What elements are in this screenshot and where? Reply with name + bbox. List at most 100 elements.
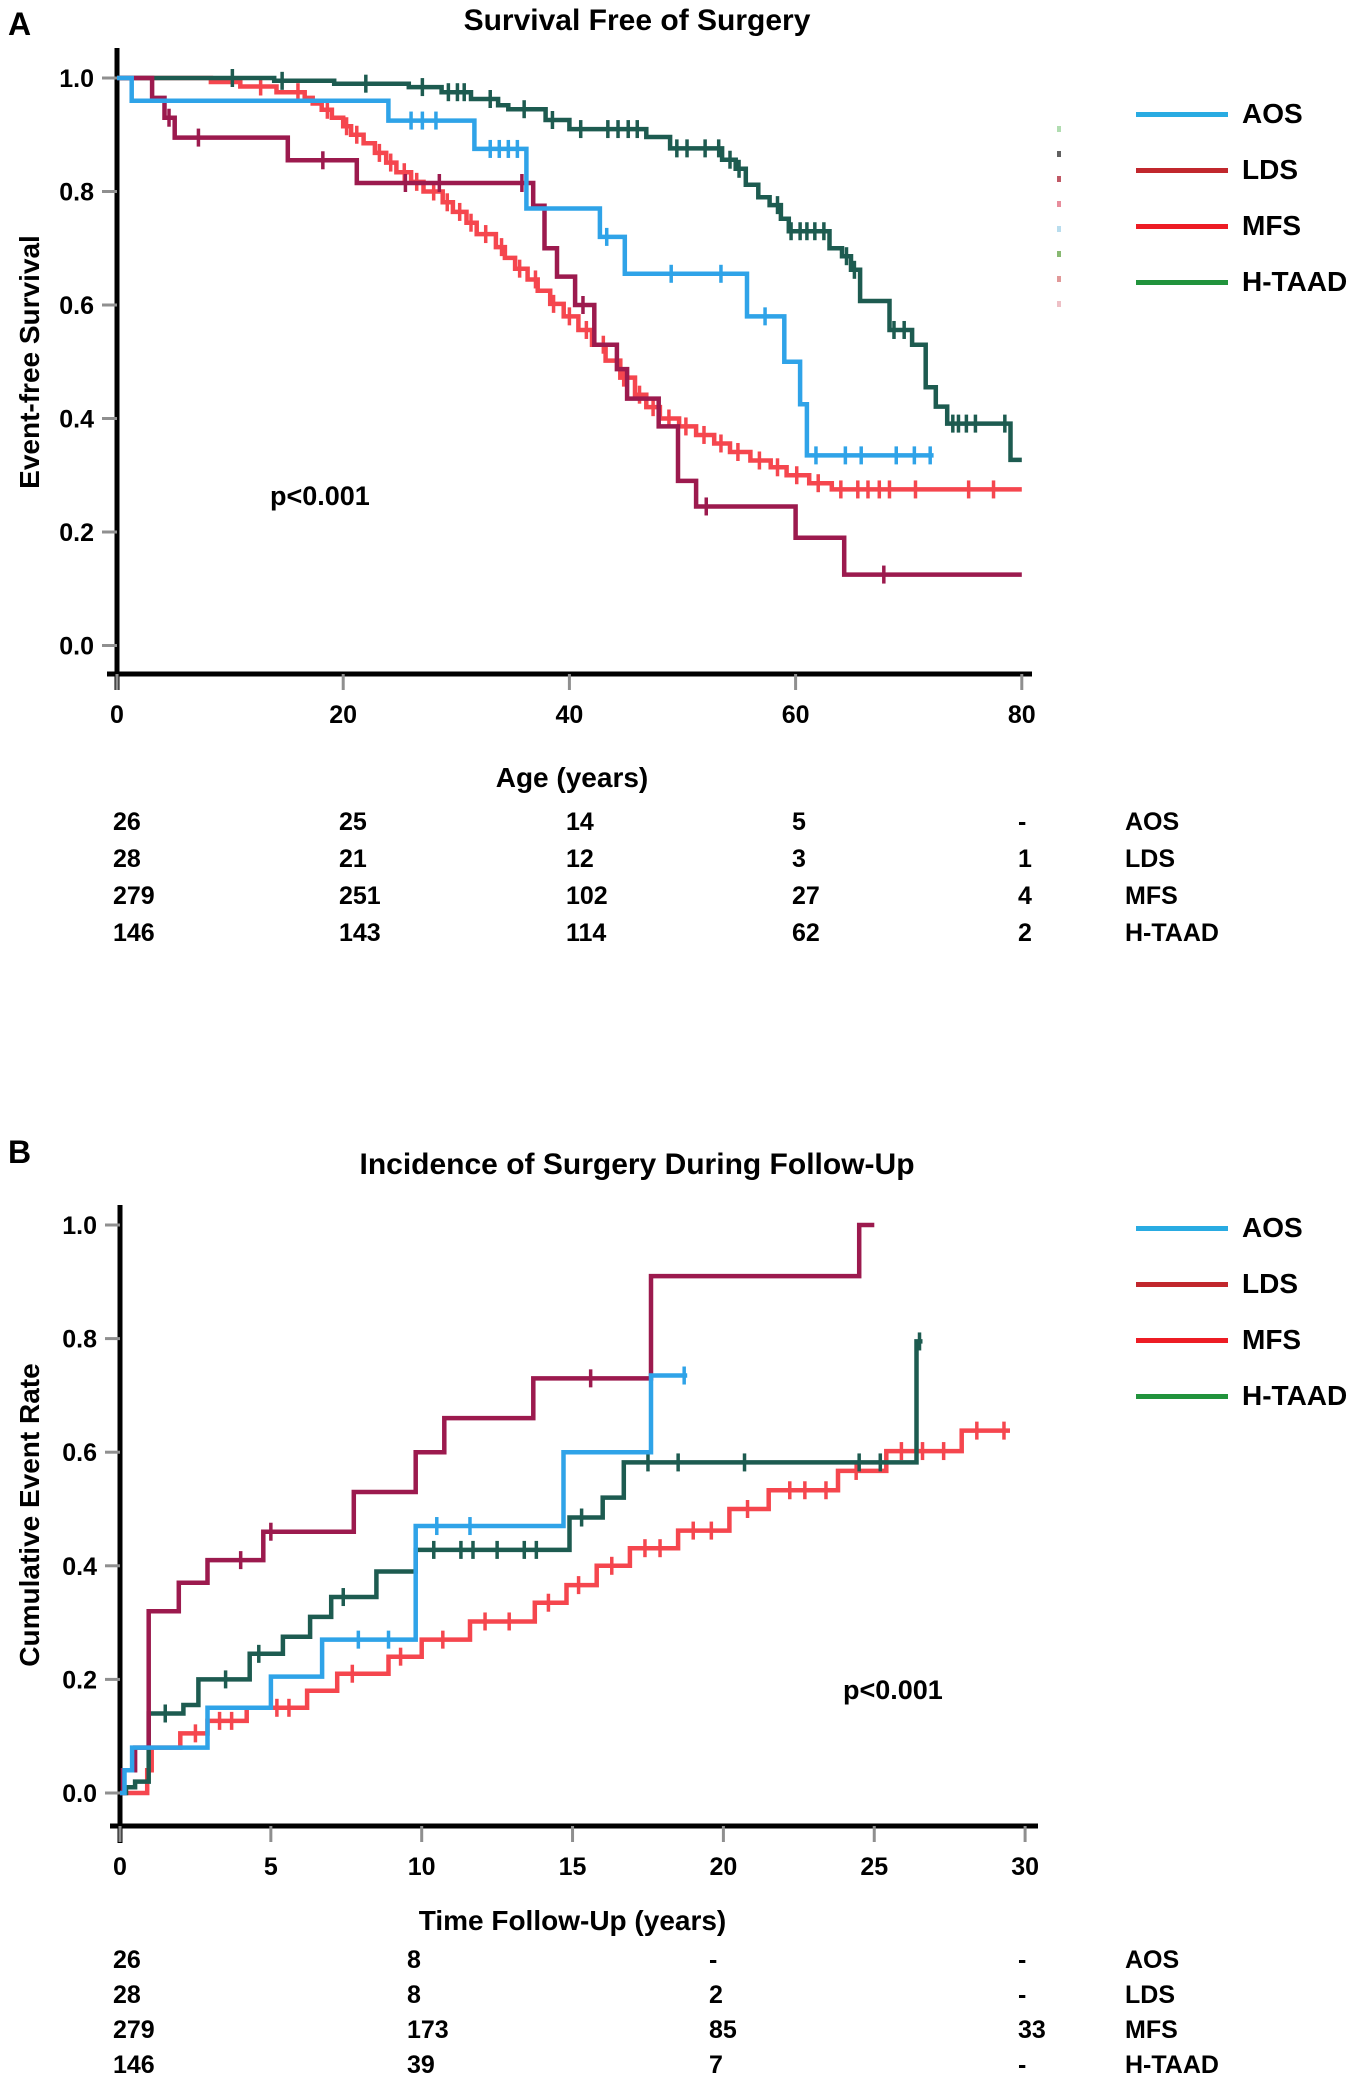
stray-marks [1057, 301, 1061, 307]
risk-count: 28 [113, 1981, 141, 2009]
risk-count: 146 [113, 2051, 155, 2079]
series-aos-curve [117, 75, 934, 458]
legend-label: AOS [1242, 1212, 1303, 1243]
risk-table-row: 146 39 7 - H-TAAD [0, 2051, 1350, 2081]
y-tick-label: 1.0 [59, 65, 94, 93]
x-tick-label: 20 [329, 701, 357, 729]
risk-count: 25 [339, 808, 367, 836]
risk-count: 279 [113, 882, 155, 910]
risk-row-label: AOS [1125, 1946, 1180, 1974]
legend-label: LDS [1242, 154, 1298, 185]
risk-count: 102 [566, 882, 608, 910]
legend-line-swatch [1136, 1225, 1228, 1231]
x-tick-label: 10 [408, 1853, 436, 1881]
risk-count: 33 [1018, 2016, 1046, 2044]
risk-count: 14 [566, 808, 594, 836]
panel-a-title: Survival Free of Surgery [463, 4, 811, 37]
legend-line-swatch [1136, 223, 1228, 229]
panel-b-title: Incidence of Surgery During Follow-Up [359, 1148, 915, 1181]
x-tick-label: 0 [110, 701, 124, 729]
risk-count: - [1018, 2051, 1027, 2079]
risk-table-row: 28 8 2 - LDS [0, 1981, 1350, 2011]
y-tick-label: 0.0 [59, 633, 94, 661]
x-tick-label: 40 [555, 701, 583, 729]
series-h-taad-curve [117, 75, 1022, 463]
y-tick-label: 0.2 [59, 519, 94, 547]
stray-marks [1057, 151, 1061, 157]
y-tick-label: 0.6 [62, 1439, 97, 1467]
panel-a-xlabel: Age (years) [495, 762, 649, 793]
x-tick-label: 0 [113, 1853, 127, 1881]
series-aos-curve [120, 1373, 688, 1796]
y-tick-label: 0.6 [59, 292, 94, 320]
panel-b-legend: AOS LDS MFS H-TAAD [1136, 1200, 1350, 1424]
legend-line-swatch [1136, 111, 1228, 117]
panel-b-xlabel: Time Follow-Up (years) [418, 1905, 727, 1936]
risk-count: 173 [407, 2016, 449, 2044]
risk-table-row: 26 25 14 5 - AOS [0, 808, 1350, 838]
risk-count: 3 [792, 845, 806, 873]
legend-item: LDS [1136, 142, 1350, 198]
legend-line-swatch [1136, 1393, 1228, 1399]
risk-count: 2 [1018, 919, 1032, 947]
risk-count: 7 [709, 2051, 723, 2079]
risk-count: 21 [339, 845, 367, 873]
x-tick-label: 5 [264, 1853, 278, 1881]
series-lds-curve [117, 75, 1022, 577]
risk-row-label: H-TAAD [1125, 2051, 1219, 2079]
legend-label: H-TAAD [1242, 266, 1348, 297]
risk-count: 85 [709, 2016, 737, 2044]
risk-table-row: 146 143 114 62 2 H-TAAD [0, 919, 1350, 949]
risk-count: 62 [792, 919, 820, 947]
legend-line-swatch [1136, 279, 1228, 285]
risk-count: 12 [566, 845, 594, 873]
risk-count: 279 [113, 2016, 155, 2044]
risk-row-label: MFS [1125, 2016, 1178, 2044]
panel-a-pvalue: p<0.001 [270, 481, 370, 511]
risk-table-row: 279 173 85 33 MFS [0, 2016, 1350, 2046]
risk-count: 114 [566, 919, 607, 947]
legend-item: H-TAAD [1136, 254, 1350, 310]
legend-label: LDS [1242, 1268, 1298, 1299]
risk-count: 251 [339, 882, 381, 910]
risk-row-label: AOS [1125, 808, 1180, 836]
stray-marks [1057, 276, 1061, 282]
panel-a-legend: AOS LDS MFS H-TAAD [1136, 86, 1350, 310]
stray-marks [1057, 251, 1061, 257]
risk-count: 26 [113, 808, 141, 836]
x-tick-label: 60 [782, 701, 810, 729]
legend-item: AOS [1136, 86, 1350, 142]
risk-row-label: MFS [1125, 882, 1178, 910]
risk-count: 2 [709, 1981, 723, 2009]
stray-marks [1057, 126, 1061, 132]
panel-a-risk-table: 26 25 14 5 - AOS 28 21 12 3 1 LDS 279 251 102 27 4 MFS 146… [0, 808, 1350, 948]
panel-b-risk-table: 26 8 - - AOS 28 8 2 - LDS 279 173 85 33 MFS 146 39 7 - H-TA… [0, 1946, 1350, 2094]
risk-count: - [1018, 1981, 1027, 2009]
series-mfs-curve [120, 1428, 1010, 1796]
risk-count: 8 [407, 1981, 421, 2009]
risk-count: 143 [339, 919, 381, 947]
stray-marks [1057, 201, 1061, 207]
x-tick-label: 15 [559, 1853, 587, 1881]
risk-count: 26 [113, 1946, 141, 1974]
legend-item: AOS [1136, 1200, 1350, 1256]
legend-line-swatch [1136, 167, 1228, 173]
y-tick-label: 0.8 [62, 1326, 97, 1354]
risk-count: 146 [113, 919, 155, 947]
legend-item: MFS [1136, 1312, 1350, 1368]
x-tick-label: 20 [709, 1853, 737, 1881]
series-mfs-curve [117, 75, 1022, 492]
x-tick-label: 80 [1008, 701, 1036, 729]
stray-marks [1057, 226, 1061, 232]
y-tick-label: 0.2 [62, 1666, 97, 1694]
legend-line-swatch [1136, 1281, 1228, 1287]
legend-label: MFS [1242, 1324, 1302, 1355]
x-tick-label: 25 [860, 1853, 888, 1881]
y-tick-label: 0.0 [62, 1780, 97, 1808]
legend-label: MFS [1242, 210, 1302, 241]
risk-row-label: LDS [1125, 845, 1175, 873]
risk-table-row: 279 251 102 27 4 MFS [0, 882, 1350, 912]
risk-count: 39 [407, 2051, 435, 2079]
